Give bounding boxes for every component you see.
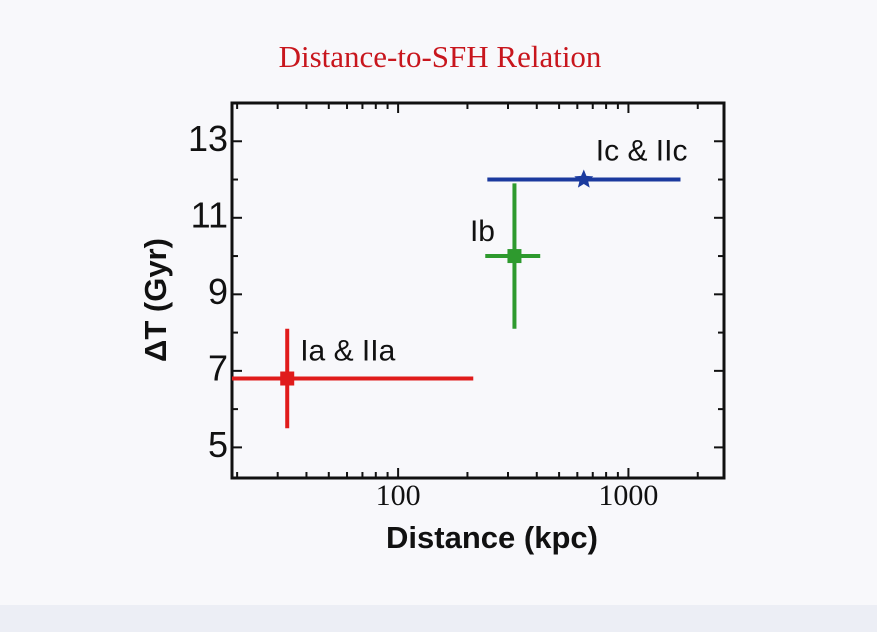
point-label: Ia & IIa (300, 334, 395, 367)
x-tick-label: 100 (376, 479, 421, 512)
chart-title: Distance-to-SFH Relation (279, 39, 602, 74)
y-tick-label: 11 (191, 194, 228, 235)
point-label: Ib (470, 215, 495, 248)
y-tick-label: 9 (208, 271, 228, 312)
y-axis-label: ΔT (Gyr) (138, 238, 173, 362)
footer-band (0, 605, 877, 632)
point (507, 249, 522, 264)
x-axis-label: Distance (kpc) (386, 520, 598, 555)
y-tick-label: 5 (208, 424, 228, 465)
plot-frame (230, 101, 726, 480)
point (280, 371, 295, 386)
point-label: Ic & IIc (596, 134, 688, 167)
point (574, 169, 594, 188)
y-tick-label: 7 (208, 347, 228, 388)
x-tick-label: 1000 (598, 479, 658, 512)
y-tick-label: 13 (188, 118, 228, 159)
